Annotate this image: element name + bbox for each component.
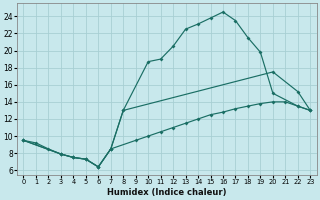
X-axis label: Humidex (Indice chaleur): Humidex (Indice chaleur)	[107, 188, 227, 197]
